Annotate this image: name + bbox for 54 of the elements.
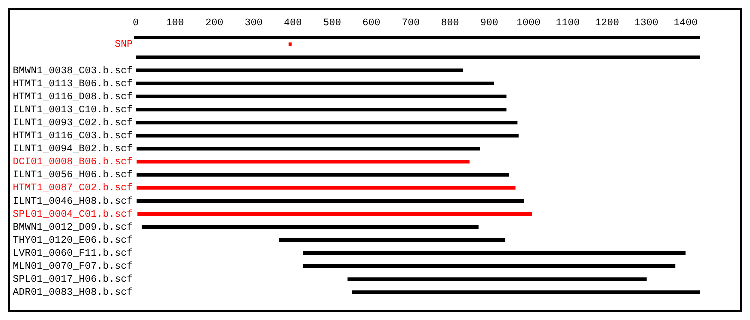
bar xyxy=(303,251,686,256)
y-tick-label: ILNT1_0013_C10.b.scf xyxy=(12,104,134,116)
y-tick-label: DCI01_0008_B06.b.scf xyxy=(12,156,134,169)
y-tick-label: HTMT1_0116_C03.b.scf xyxy=(12,130,134,143)
x-tick-label: 900 xyxy=(480,18,498,30)
x-tick-label: 1100 xyxy=(556,18,580,30)
x-tick-label: 500 xyxy=(323,18,342,30)
y-tick-label: HTMT1_0116_D08.b.scf xyxy=(12,91,134,104)
bar xyxy=(348,278,647,282)
y-tick-label: THY01_0120_E06.b.scf xyxy=(12,234,134,247)
bar xyxy=(136,147,480,151)
x-tick-label: 1200 xyxy=(595,18,620,30)
x-tick-label: 300 xyxy=(244,18,263,30)
y-tick-label: ILNT1_0046_H08.b.scf xyxy=(12,196,134,208)
x-tick-label: 200 xyxy=(206,18,224,30)
bar xyxy=(136,120,518,125)
x-tick-label: 400 xyxy=(284,18,302,30)
x-tick-label: 1000 xyxy=(516,18,541,30)
bar xyxy=(136,82,494,86)
bar xyxy=(136,199,524,203)
y-tick-label: LVR01_0060_F11.b.scf xyxy=(12,248,134,260)
x-tick-label: 700 xyxy=(402,18,420,30)
bar xyxy=(136,94,507,99)
bar xyxy=(288,42,292,46)
y-tick-label: BMWN1_0012_D09.b.scf xyxy=(12,222,134,234)
x-tick-label: 1300 xyxy=(634,18,659,30)
bar xyxy=(142,225,479,230)
x-tick-label: 0 xyxy=(133,18,140,30)
x-tick-label: 100 xyxy=(166,18,184,30)
bar xyxy=(136,186,516,190)
x-tick-label: 800 xyxy=(441,18,460,30)
y-tick-label: BMWN1_0038_C03.b.scf xyxy=(12,65,134,78)
y-tick-label: ILNT1_0056_H06.b.scf xyxy=(12,170,134,182)
y-tick-label: ILNT1_0094_B02.b.scf xyxy=(12,144,134,156)
bar xyxy=(136,134,519,138)
bar xyxy=(136,173,510,177)
y-tick-label: ADR01_0083_H08.b.scf xyxy=(12,287,134,300)
bar xyxy=(136,108,507,112)
x-tick-label: 1400 xyxy=(674,18,698,30)
bar xyxy=(136,68,464,72)
bar xyxy=(279,238,506,242)
bar xyxy=(352,290,700,294)
y-tick-label: SPL01_0017_H06.b.scf xyxy=(12,274,134,286)
y-tick-label: SNP xyxy=(115,40,134,52)
y-tick-label: ILNT1_0093_C02.b.scf xyxy=(12,117,134,130)
x-tick-label: 600 xyxy=(362,18,381,30)
y-tick-label: HTMT1_0113_B06.b.scf xyxy=(12,78,134,90)
y-tick-label: HTMT1_0087_C02.b.scf xyxy=(12,182,134,195)
y-tick-label: MLN01_0070_F07.b.scf xyxy=(12,261,134,274)
bar xyxy=(303,264,676,268)
bar xyxy=(136,160,470,164)
y-tick-label: SPL01_0004_C01.b.scf xyxy=(12,208,134,221)
bar xyxy=(136,56,700,60)
bar xyxy=(138,212,532,216)
